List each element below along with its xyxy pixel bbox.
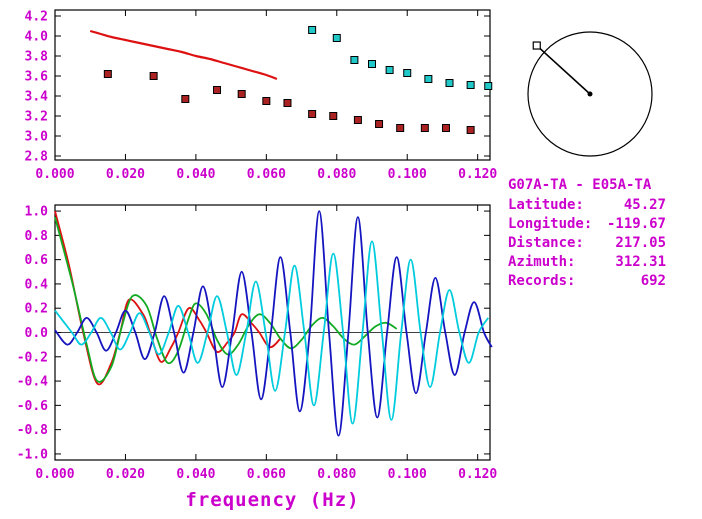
y-tick-label: -1.0 [17, 447, 48, 462]
info-row-records: Records: 692 [508, 272, 666, 291]
info-value-distance: 217.05 [615, 235, 666, 251]
y-tick-label: 3.0 [25, 130, 49, 145]
picked-dispersion-points-marker [283, 99, 292, 107]
secondary-dispersion-points-marker [368, 60, 377, 68]
y-tick-label: 0.4 [25, 277, 49, 292]
picked-dispersion-points-marker [262, 97, 271, 105]
picked-dispersion-points-marker [181, 95, 190, 103]
picked-dispersion-points-marker [466, 126, 475, 134]
secondary-dispersion-points-marker [484, 82, 493, 90]
secondary-dispersion-points-marker [403, 69, 412, 77]
y-tick-label: 0.2 [25, 302, 48, 317]
secondary-dispersion-points-marker [424, 75, 433, 83]
x-tick-label: 0.080 [317, 167, 356, 182]
picked-dispersion-points-marker [237, 90, 246, 98]
remote-station-marker [532, 41, 541, 50]
y-tick-label: 1.0 [25, 205, 49, 220]
green-cross-spectrum-curve [54, 216, 398, 383]
y-tick-label: -0.2 [17, 350, 48, 365]
info-value-azimuth: 312.31 [615, 254, 666, 270]
picked-dispersion-points-marker [213, 86, 222, 94]
x-tick-label: 0.120 [458, 167, 497, 182]
picked-dispersion-points-marker [149, 72, 158, 80]
secondary-dispersion-points-marker [466, 81, 475, 89]
info-row-distance: Distance: 217.05 [508, 234, 666, 253]
secondary-dispersion-points-marker [445, 79, 454, 87]
y-tick-label: 2.8 [25, 150, 49, 165]
blue-cross-spectrum-curve [54, 210, 493, 437]
x-tick-label: 0.060 [247, 467, 286, 482]
compass-circle [527, 31, 653, 157]
x-tick-label: 0.100 [388, 167, 427, 182]
picked-dispersion-points-marker [420, 124, 429, 132]
y-tick-label: 3.4 [25, 90, 49, 105]
info-label-records: Records: [508, 273, 576, 289]
x-tick-label: 0.040 [176, 467, 215, 482]
info-label-distance: Distance: [508, 235, 584, 251]
secondary-dispersion-points-marker [385, 66, 394, 74]
dispersion-chart: 0.000 0.020 0.040 0.060 0.080 0.100 0.120 2.8 3.… [25, 9, 497, 182]
station-info-panel: G07A-TA - E05A-TA Latitude: 45.27 Longit… [508, 176, 666, 291]
center-station-dot [587, 91, 593, 97]
y-tick-label: 3.6 [25, 70, 49, 85]
x-tick-label: 0.080 [317, 467, 356, 482]
waveform-chart: 0.000 0.020 0.040 0.060 0.080 0.100 0.120 -1.0 -… [17, 204, 497, 511]
azimuth-line [536, 44, 591, 95]
x-tick-label: 0.040 [176, 167, 215, 182]
y-tick-label: 3.8 [25, 50, 49, 65]
y-tick-label: 0.6 [25, 253, 49, 268]
info-value-longitude: -119.67 [606, 216, 666, 232]
y-tick-label: 0.0 [25, 326, 49, 341]
info-row-latitude: Latitude: 45.27 [508, 196, 666, 215]
azimuth-compass [527, 31, 653, 157]
info-row-longitude: Longitude: -119.67 [508, 215, 666, 234]
picked-dispersion-points-marker [308, 110, 317, 118]
picked-dispersion-points-marker [103, 70, 112, 78]
y-tick-label: -0.4 [17, 375, 48, 390]
reference-dispersion-curve [89, 29, 278, 81]
x-tick-label: 0.000 [35, 467, 74, 482]
x-tick-label: 0.100 [388, 467, 427, 482]
y-tick-label: 0.8 [25, 229, 49, 244]
x-tick-label: 0.020 [106, 467, 145, 482]
picked-dispersion-points-marker [353, 116, 362, 124]
x-tick-label: 0.120 [458, 467, 497, 482]
picked-dispersion-points-marker [329, 112, 338, 120]
picked-dispersion-points-marker [396, 124, 405, 132]
station-pair-title: G07A-TA - E05A-TA [508, 177, 652, 193]
y-tick-label: 3.2 [25, 110, 48, 125]
x-tick-label: 0.000 [35, 167, 74, 182]
info-value-latitude: 45.27 [623, 197, 666, 213]
picked-dispersion-points-marker [375, 120, 384, 128]
info-label-latitude: Latitude: [508, 197, 584, 213]
cyan-cross-spectrum-curve [54, 240, 489, 425]
x-tick-label: 0.020 [106, 167, 145, 182]
picked-dispersion-points-marker [441, 124, 450, 132]
y-tick-label: 4.2 [25, 10, 48, 25]
y-tick-label: -0.6 [17, 399, 48, 414]
x-tick-label: 0.060 [247, 167, 286, 182]
y-tick-label: -0.8 [17, 423, 48, 438]
info-label-azimuth: Azimuth: [508, 254, 576, 270]
info-label-longitude: Longitude: [508, 216, 593, 232]
dispersion-chart-frame [54, 9, 491, 161]
secondary-dispersion-points-marker [308, 26, 317, 34]
x-axis-label: frequency (Hz) [185, 489, 359, 511]
secondary-dispersion-points-marker [350, 56, 359, 64]
info-value-records: 692 [640, 273, 666, 289]
info-row-azimuth: Azimuth: 312.31 [508, 253, 666, 272]
secondary-dispersion-points-marker [332, 34, 341, 42]
y-tick-label: 4.0 [25, 30, 49, 45]
